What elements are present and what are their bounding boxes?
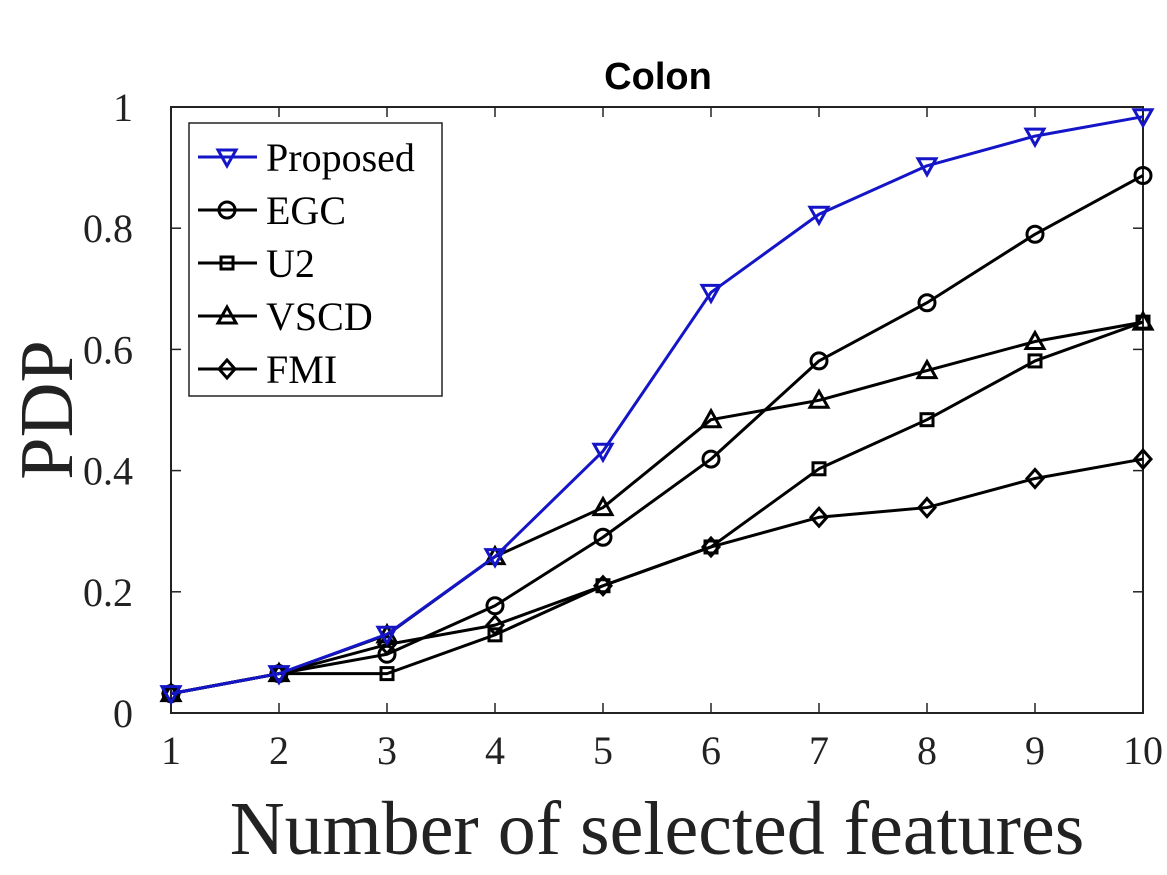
data-point-fmi: [592, 574, 614, 597]
y-tick-label: 0.8: [83, 206, 133, 251]
data-point-egc: [1133, 165, 1153, 185]
legend-label: Proposed: [266, 135, 415, 180]
legend-marker-proposed: [215, 148, 239, 170]
data-point-u2: [487, 627, 503, 643]
data-point-u2: [811, 461, 827, 477]
data-point-u2: [1027, 353, 1043, 369]
legend: Proposed EGC U2 VSCD FMI: [188, 122, 443, 397]
x-tick-label: 10: [1123, 728, 1163, 773]
data-point-fmi: [916, 496, 938, 519]
series-line-egc: [170, 174, 1144, 696]
legend-marker-vscd: [215, 303, 239, 325]
y-axis-label: PDP: [5, 340, 89, 479]
x-tick-label: 5: [593, 728, 613, 773]
series-proposed: [159, 108, 1155, 706]
chart-title: Colon: [604, 56, 712, 98]
axis-ticks: 1 2 3 4 5 6 7 8 9 10 0 0.2 0.4 0.6 0.8 1: [83, 85, 1163, 773]
data-point-fmi: [808, 506, 830, 529]
y-tick-label: 0: [113, 691, 133, 736]
y-tick-label: 0.6: [83, 327, 133, 372]
data-point-proposed: [1023, 127, 1047, 149]
x-tick-label: 7: [809, 728, 829, 773]
legend-item-egc: EGC: [198, 188, 346, 233]
data-point-fmi: [700, 535, 722, 559]
legend-item-u2: U2: [198, 241, 315, 286]
y-tick-label: 0.2: [83, 570, 133, 615]
data-point-egc: [701, 449, 721, 469]
data-point-egc: [809, 351, 829, 371]
data-point-fmi: [484, 613, 506, 637]
data-point-egc: [593, 527, 613, 547]
legend-label: EGC: [266, 188, 346, 233]
legend-label: FMI: [266, 347, 337, 392]
data-point-proposed: [375, 625, 399, 647]
data-point-proposed: [483, 548, 507, 569]
data-point-proposed: [699, 283, 723, 305]
data-point-proposed: [159, 685, 183, 706]
x-tick-label: 9: [1025, 728, 1045, 773]
data-point-proposed: [1131, 108, 1155, 129]
x-tick-label: 3: [377, 728, 397, 773]
legend-marker-egc: [217, 200, 237, 220]
data-point-fmi: [376, 633, 398, 656]
data-point-vscd: [915, 358, 939, 380]
data-point-proposed: [591, 442, 615, 464]
data-point-proposed: [807, 205, 831, 227]
data-point-u2: [919, 412, 935, 428]
legend-item-proposed: Proposed: [198, 135, 415, 180]
data-point-u2: [379, 666, 395, 682]
data-point-fmi: [1132, 447, 1154, 471]
data-point-egc: [485, 596, 505, 616]
legend-marker-fmi: [216, 357, 238, 381]
legend-label: VSCD: [266, 294, 373, 339]
data-point-egc: [1025, 224, 1045, 244]
x-tick-label: 2: [269, 728, 289, 773]
legend-item-fmi: FMI: [198, 347, 337, 392]
legend-box: [188, 122, 443, 397]
y-tick-label: 1: [113, 85, 133, 130]
data-point-vscd: [591, 495, 615, 517]
x-tick-label: 1: [161, 728, 181, 773]
data-point-proposed: [915, 157, 939, 178]
data-point-vscd: [1023, 329, 1047, 351]
data-point-fmi: [1024, 467, 1046, 490]
series-line-proposed: [170, 115, 1144, 696]
data-point-egc: [917, 293, 937, 313]
y-tick-label: 0.4: [83, 449, 133, 494]
data-point-vscd: [1131, 310, 1155, 331]
legend-item-vscd: VSCD: [198, 294, 373, 339]
series-line-fmi: [170, 457, 1144, 696]
series-group: [159, 108, 1155, 706]
data-point-proposed: [267, 665, 291, 686]
data-point-vscd: [699, 407, 723, 429]
plot-frame: [170, 106, 1144, 714]
data-point-vscd: [807, 388, 831, 409]
x-tick-label: 8: [917, 728, 937, 773]
legend-marker-u2: [219, 255, 235, 271]
series-fmi: [160, 447, 1154, 705]
x-tick-label: 4: [485, 728, 505, 773]
legend-label: U2: [266, 241, 315, 286]
x-axis-label: Number of selected features: [230, 787, 1085, 871]
x-tick-label: 6: [701, 728, 721, 773]
